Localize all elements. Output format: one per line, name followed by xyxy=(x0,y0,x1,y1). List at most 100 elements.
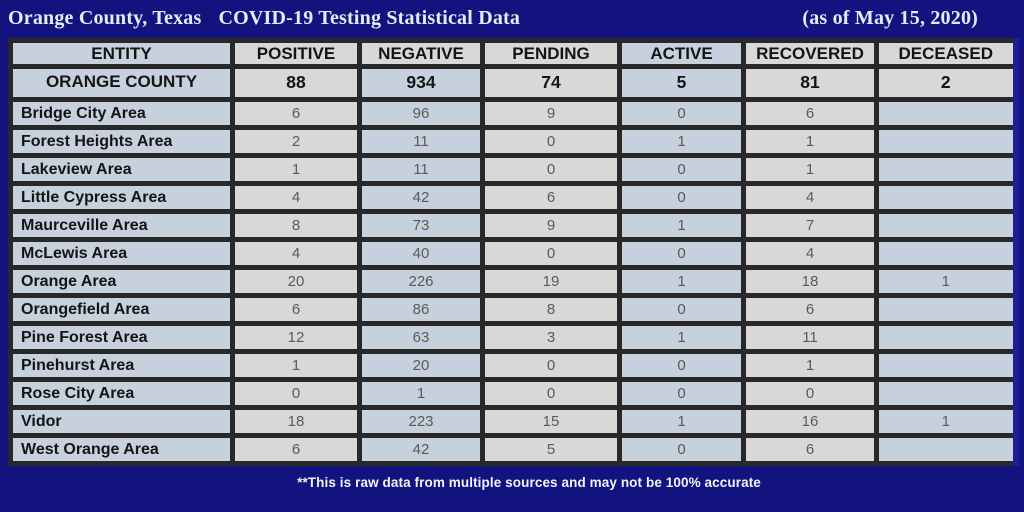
data-cell-active: 1 xyxy=(617,125,746,158)
data-cell-deceased: 1 xyxy=(874,405,1018,438)
data-cell-negative: 11 xyxy=(357,153,485,186)
table-row: Orange Area 20 226 19 1 18 1 xyxy=(8,265,1018,298)
table-row: Vidor 18 223 15 1 16 1 xyxy=(8,405,1018,438)
table-row: Pine Forest Area 12 63 3 1 11 xyxy=(8,321,1018,354)
data-cell-recovered: 11 xyxy=(741,321,879,354)
data-cell-negative: 42 xyxy=(357,181,485,214)
entity-cell: Pine Forest Area xyxy=(8,321,235,354)
data-cell-negative: 86 xyxy=(357,293,485,326)
data-cell-pending: 5 xyxy=(480,433,622,466)
table-row: Pinehurst Area 1 20 0 0 1 xyxy=(8,349,1018,382)
header-row: ENTITY POSITIVE NEGATIVE PENDING ACTIVE … xyxy=(8,38,1018,69)
data-cell-pending: 6 xyxy=(480,181,622,214)
data-cell-positive: 6 xyxy=(230,293,362,326)
entity-cell: McLewis Area xyxy=(8,237,235,270)
data-cell-pending: 19 xyxy=(480,265,622,298)
entity-cell: Orange Area xyxy=(8,265,235,298)
data-cell-recovered: 7 xyxy=(741,209,879,242)
title-region: Orange County, Texas xyxy=(8,7,202,29)
data-cell-active: 1 xyxy=(617,321,746,354)
data-cell-deceased xyxy=(874,377,1018,410)
data-cell-pending: 8 xyxy=(480,293,622,326)
data-cell-recovered: 1 xyxy=(741,125,879,158)
table-row: McLewis Area 4 40 0 0 4 xyxy=(8,237,1018,270)
entity-cell: Maurceville Area xyxy=(8,209,235,242)
table-row: Lakeview Area 1 11 0 0 1 xyxy=(8,153,1018,186)
entity-cell: Bridge City Area xyxy=(8,97,235,130)
data-cell-negative: 73 xyxy=(357,209,485,242)
data-cell-pending: 9 xyxy=(480,97,622,130)
data-cell-recovered: 0 xyxy=(741,377,879,410)
data-cell-deceased xyxy=(874,125,1018,158)
data-cell-positive: 6 xyxy=(230,433,362,466)
table-row: Little Cypress Area 4 42 6 0 4 xyxy=(8,181,1018,214)
data-cell-active: 0 xyxy=(617,349,746,382)
column-header-positive: POSITIVE xyxy=(230,38,362,69)
entity-cell: West Orange Area xyxy=(8,433,235,466)
data-cell-recovered: 18 xyxy=(741,265,879,298)
column-header-pending: PENDING xyxy=(480,38,622,69)
data-cell-pending: 15 xyxy=(480,405,622,438)
data-cell-positive: 88 xyxy=(230,64,362,102)
data-cell-negative: 223 xyxy=(357,405,485,438)
data-cell-positive: 12 xyxy=(230,321,362,354)
data-cell-recovered: 81 xyxy=(741,64,879,102)
data-cell-pending: 74 xyxy=(480,64,622,102)
data-cell-pending: 0 xyxy=(480,349,622,382)
data-cell-recovered: 4 xyxy=(741,181,879,214)
data-cell-deceased: 1 xyxy=(874,265,1018,298)
title-bar: Orange County, Texas COVID-19 Testing St… xyxy=(0,0,1024,37)
data-cell-active: 1 xyxy=(617,265,746,298)
data-cell-recovered: 16 xyxy=(741,405,879,438)
table-row: Orangefield Area 6 86 8 0 6 xyxy=(8,293,1018,326)
data-cell-negative: 934 xyxy=(357,64,485,102)
disclaimer-note: **This is raw data from multiple sources… xyxy=(297,475,761,490)
data-cell-positive: 2 xyxy=(230,125,362,158)
data-cell-positive: 0 xyxy=(230,377,362,410)
data-cell-active: 0 xyxy=(617,433,746,466)
data-cell-deceased xyxy=(874,209,1018,242)
county-summary-row: ORANGE COUNTY 88 934 74 5 81 2 xyxy=(8,64,1018,102)
data-cell-deceased xyxy=(874,293,1018,326)
data-cell-deceased xyxy=(874,237,1018,270)
data-cell-pending: 0 xyxy=(480,237,622,270)
data-cell-deceased xyxy=(874,433,1018,466)
data-cell-pending: 0 xyxy=(480,125,622,158)
covid-data-table: ENTITY POSITIVE NEGATIVE PENDING ACTIVE … xyxy=(8,38,1019,466)
entity-cell: Lakeview Area xyxy=(8,153,235,186)
entity-cell: Rose City Area xyxy=(8,377,235,410)
data-cell-positive: 6 xyxy=(230,97,362,130)
data-cell-deceased xyxy=(874,97,1018,130)
data-cell-recovered: 6 xyxy=(741,293,879,326)
column-header-active: ACTIVE xyxy=(617,38,746,69)
data-cell-recovered: 4 xyxy=(741,237,879,270)
column-header-entity: ENTITY xyxy=(8,38,235,69)
data-cell-deceased xyxy=(874,153,1018,186)
data-cell-active: 0 xyxy=(617,153,746,186)
data-cell-positive: 1 xyxy=(230,153,362,186)
data-cell-active: 0 xyxy=(617,293,746,326)
data-cell-positive: 4 xyxy=(230,237,362,270)
table-row: West Orange Area 6 42 5 0 6 xyxy=(8,433,1018,466)
data-cell-active: 0 xyxy=(617,237,746,270)
data-cell-active: 0 xyxy=(617,181,746,214)
entity-cell: Orangefield Area xyxy=(8,293,235,326)
data-cell-recovered: 6 xyxy=(741,97,879,130)
data-cell-positive: 4 xyxy=(230,181,362,214)
entity-cell: ORANGE COUNTY xyxy=(8,64,235,102)
data-cell-negative: 63 xyxy=(357,321,485,354)
data-cell-pending: 0 xyxy=(480,377,622,410)
data-cell-positive: 1 xyxy=(230,349,362,382)
data-cell-negative: 1 xyxy=(357,377,485,410)
data-cell-pending: 9 xyxy=(480,209,622,242)
data-cell-deceased xyxy=(874,181,1018,214)
data-cell-positive: 8 xyxy=(230,209,362,242)
data-cell-active: 1 xyxy=(617,405,746,438)
entity-cell: Little Cypress Area xyxy=(8,181,235,214)
entity-cell: Pinehurst Area xyxy=(8,349,235,382)
data-cell-active: 1 xyxy=(617,209,746,242)
data-cell-pending: 0 xyxy=(480,153,622,186)
data-cell-active: 0 xyxy=(617,377,746,410)
data-cell-recovered: 1 xyxy=(741,349,879,382)
